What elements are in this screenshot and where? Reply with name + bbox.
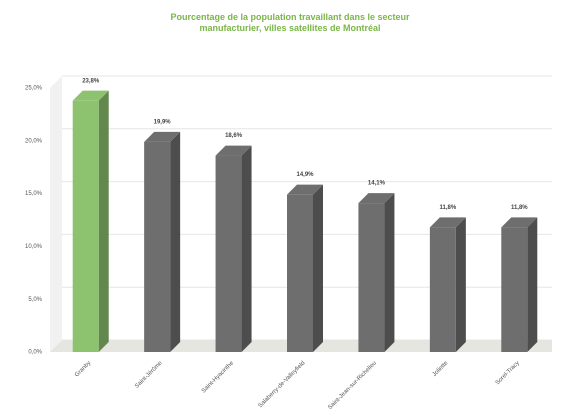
bar-top — [144, 131, 181, 142]
y-tick-label: 5,0% — [28, 297, 42, 303]
y-tick-label: 10,0% — [25, 244, 43, 250]
bar-side — [241, 145, 252, 352]
x-tick-label: Sorel-Tracy — [495, 360, 521, 386]
y-tick-label: 0,0% — [28, 350, 42, 356]
bar-top — [429, 217, 466, 228]
bar — [215, 155, 242, 352]
y-tick-label: 20,0% — [25, 138, 43, 144]
bar — [501, 227, 528, 352]
value-label: 23,8% — [82, 78, 100, 84]
bar — [429, 227, 456, 352]
chart-title: Pourcentage de la population travaillant… — [170, 12, 410, 33]
x-tick-label: Salaberry-de-Valleyfield — [258, 360, 307, 409]
bar-top — [215, 145, 252, 156]
bar — [72, 100, 99, 352]
value-label: 11,8% — [511, 205, 528, 211]
bar-top — [501, 217, 538, 228]
value-label: 19,9% — [154, 119, 172, 125]
bar — [287, 194, 313, 352]
value-label: 14,1% — [368, 181, 386, 187]
bar — [144, 141, 171, 352]
x-tick-label: Joliette — [432, 360, 450, 378]
bar-top — [72, 90, 109, 101]
bar-top — [287, 184, 323, 195]
y-tick-label: 25,0% — [25, 86, 43, 92]
bar-side — [98, 90, 109, 352]
side-wall — [50, 76, 62, 352]
x-tick-label: Granby — [74, 360, 92, 378]
value-label: 18,6% — [225, 133, 243, 139]
bar-side — [527, 217, 538, 352]
value-label: 14,9% — [296, 172, 314, 178]
y-tick-label: 15,0% — [25, 191, 43, 197]
bar — [358, 203, 385, 352]
x-tick-label: Saint-Jean-sur-Richelieu — [327, 360, 378, 411]
bar-side — [384, 193, 395, 352]
bar-side — [313, 184, 323, 352]
value-label: 11,8% — [440, 205, 457, 211]
bar-side — [170, 131, 181, 352]
bar-top — [358, 193, 395, 204]
x-tick-label: Saint-Hyacinthe — [201, 360, 236, 395]
bar-side — [455, 217, 466, 352]
x-tick-label: Saint-Jérôme — [134, 360, 164, 390]
